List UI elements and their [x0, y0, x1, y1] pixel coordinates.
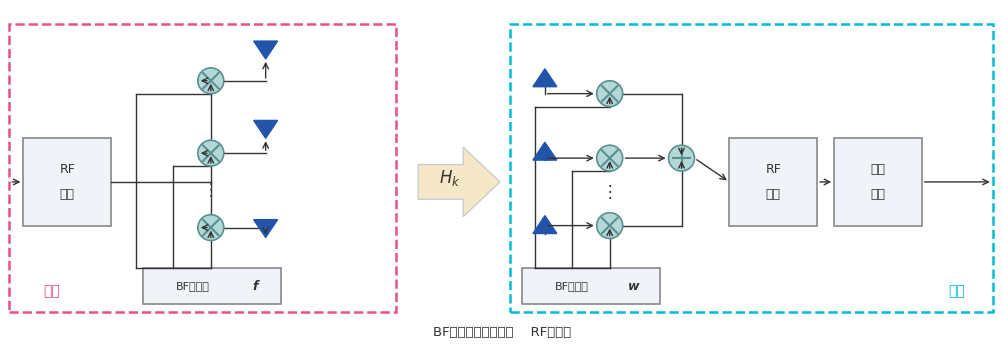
Text: f: f	[252, 279, 257, 293]
Circle shape	[198, 68, 224, 94]
Polygon shape	[533, 142, 557, 160]
Text: 基站: 基站	[43, 284, 59, 298]
FancyBboxPatch shape	[728, 138, 816, 226]
Text: $\mathit{H}_k$: $\mathit{H}_k$	[438, 168, 459, 188]
FancyBboxPatch shape	[142, 268, 280, 304]
Circle shape	[668, 145, 694, 171]
Text: ⋮: ⋮	[601, 183, 618, 201]
Text: 用户: 用户	[948, 284, 964, 298]
Text: 链路: 链路	[765, 188, 780, 201]
Text: BF向量：: BF向量：	[555, 281, 588, 291]
Text: w: w	[627, 279, 639, 293]
Polygon shape	[533, 216, 557, 234]
Text: BF向量：: BF向量：	[176, 281, 210, 291]
Text: BF：自适应波束赋形    RF：射频: BF：自适应波束赋形 RF：射频	[432, 326, 571, 339]
Text: 信道: 信道	[870, 163, 885, 175]
Text: 均衡: 均衡	[870, 188, 885, 201]
Text: RF: RF	[764, 163, 780, 175]
FancyBboxPatch shape	[522, 268, 659, 304]
Circle shape	[198, 140, 224, 166]
Circle shape	[198, 215, 224, 240]
Text: RF: RF	[59, 163, 75, 175]
Circle shape	[596, 213, 622, 238]
Circle shape	[596, 145, 622, 171]
FancyArrow shape	[418, 147, 499, 217]
Polygon shape	[254, 41, 278, 59]
Polygon shape	[533, 69, 557, 87]
Polygon shape	[254, 120, 278, 138]
Text: ⋮: ⋮	[203, 181, 219, 199]
Polygon shape	[254, 220, 278, 237]
FancyBboxPatch shape	[833, 138, 921, 226]
Text: 链路: 链路	[59, 188, 74, 201]
Circle shape	[596, 81, 622, 106]
FancyBboxPatch shape	[23, 138, 111, 226]
